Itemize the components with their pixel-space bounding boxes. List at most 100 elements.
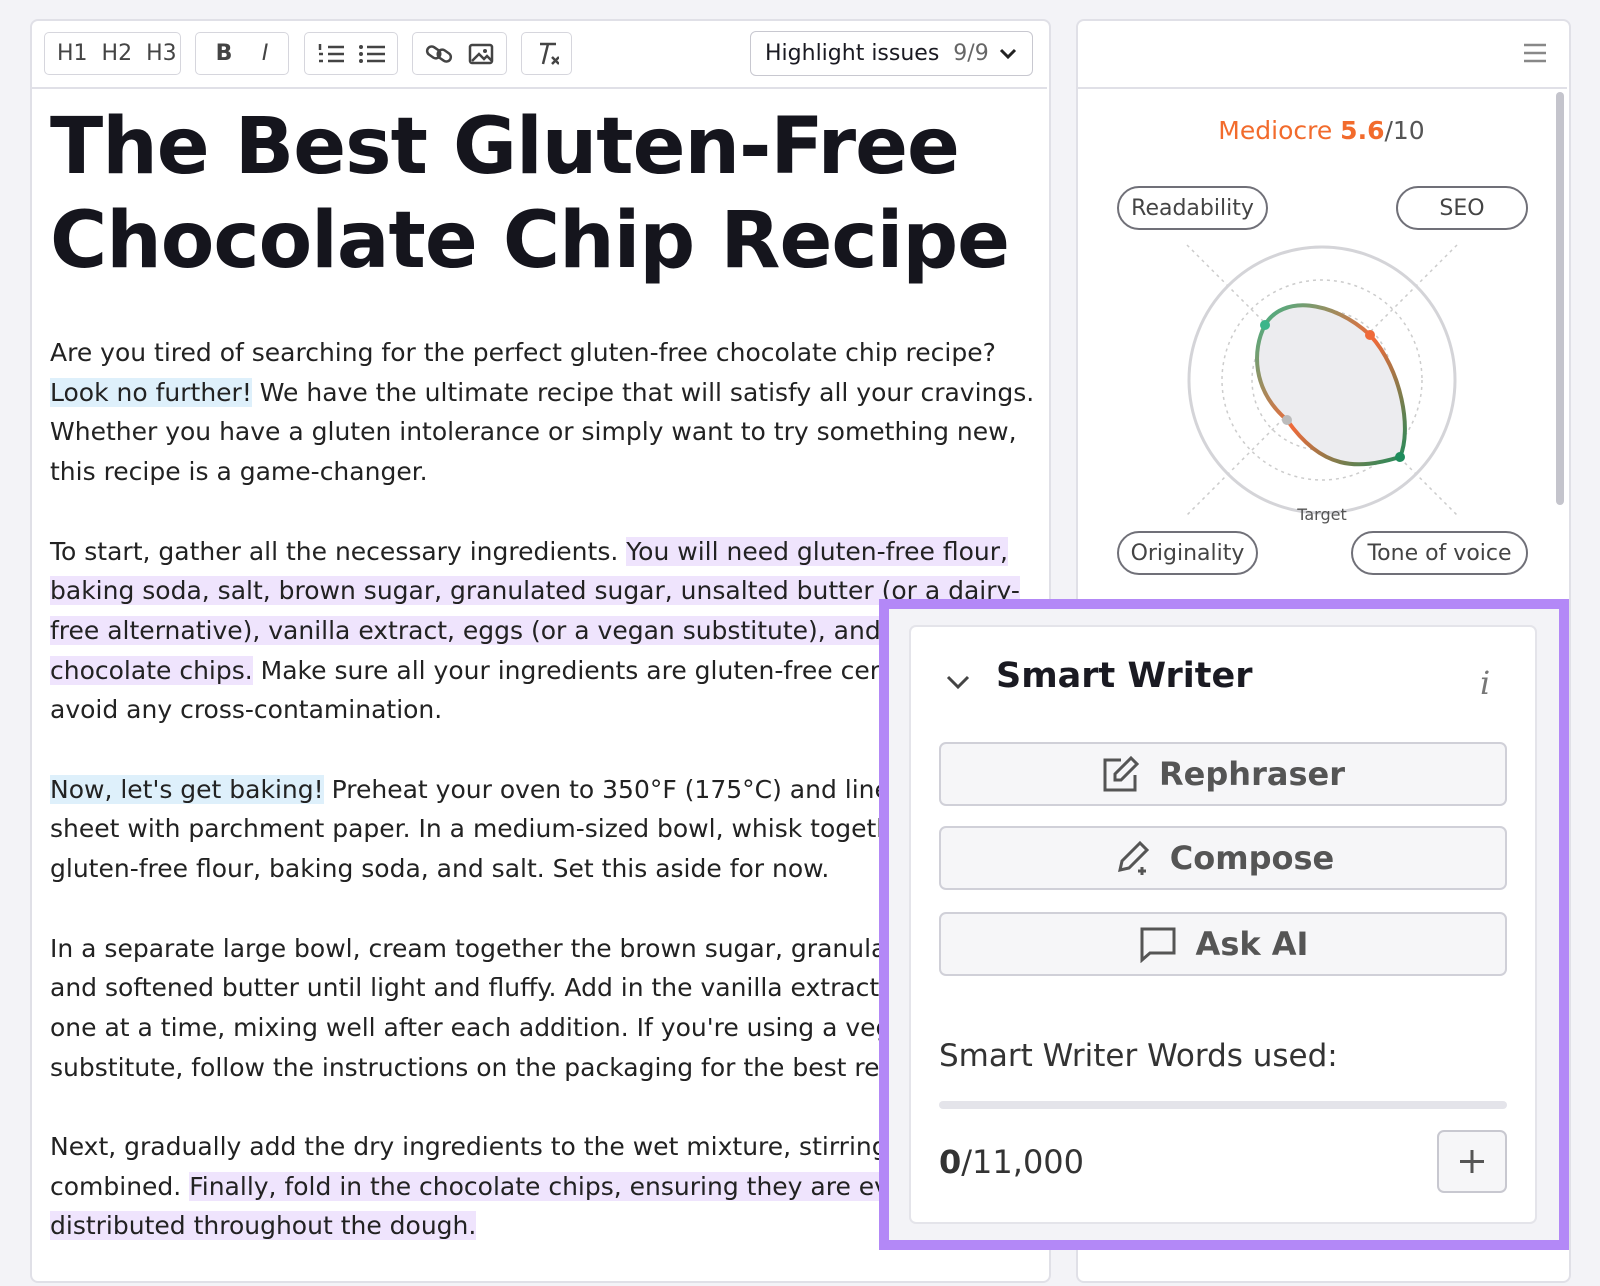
highlight-label: Highlight issues xyxy=(765,41,940,66)
text-span: Preheat your oven to 350°F (175°C) and l… xyxy=(323,774,890,804)
paragraph: Are you tired of searching for the perfe… xyxy=(50,333,1034,492)
text-line: gluten-free flour, baking soda, and salt… xyxy=(50,849,1034,889)
title-line: The Best Gluten-Free xyxy=(50,102,960,192)
text-span: Make sure all your ingredients are glute… xyxy=(252,655,890,685)
text-span: this recipe is a game-changer. xyxy=(50,457,428,487)
document-body: Are you tired of searching for the perfe… xyxy=(50,333,1034,1286)
heading-group[interactable]: H1 H2 H3 xyxy=(44,32,181,75)
score: Mediocre 5.6/10 xyxy=(1076,116,1567,145)
text-span: substitute, follow the instructions on t… xyxy=(50,1052,893,1082)
text-line: In a separate large bowl, cream together… xyxy=(50,929,1034,969)
text-line: distributed throughout the dough. xyxy=(50,1206,1034,1246)
link-icon[interactable] xyxy=(425,42,453,66)
text-line: one at a time, mixing well after each ad… xyxy=(50,1008,1034,1048)
button-label: Rephraser xyxy=(1159,755,1345,793)
text-line: combined. Finally, fold in the chocolate… xyxy=(50,1167,1034,1207)
highlighted-text: baking soda, salt, brown sugar, granulat… xyxy=(50,576,1020,606)
text-line: and softened butter until light and fluf… xyxy=(50,968,1034,1008)
info-icon[interactable]: i xyxy=(1480,664,1491,702)
list-group[interactable] xyxy=(304,32,398,75)
insert-group[interactable] xyxy=(412,32,507,75)
image-icon[interactable] xyxy=(467,42,495,66)
ask-ai-icon xyxy=(1140,927,1176,963)
menu-icon[interactable] xyxy=(1522,42,1548,64)
text-span: combined. xyxy=(50,1171,190,1201)
paragraph: Now, let's get baking! Preheat your oven… xyxy=(50,770,1034,889)
text-span: Are you tired of searching for the perfe… xyxy=(50,338,996,367)
bullet-list-icon[interactable] xyxy=(358,42,385,66)
highlighted-text: distributed throughout the dough. xyxy=(50,1211,477,1241)
words-used: 0 xyxy=(939,1143,962,1181)
text-line: avoid any cross-contamination. xyxy=(50,690,1034,730)
originality-pill[interactable]: Originality xyxy=(1117,531,1258,575)
score-value: 5.6 xyxy=(1340,116,1385,145)
score-max: /10 xyxy=(1384,116,1425,145)
text-line: substitute, follow the instructions on t… xyxy=(50,1048,1034,1088)
highlighted-text: Look no further! xyxy=(50,377,252,407)
document-title: The Best Gluten-Free Chocolate Chip Reci… xyxy=(50,100,1010,288)
paragraph: To start, gather all the necessary ingre… xyxy=(50,532,1034,731)
toolbar-divider xyxy=(32,87,1047,89)
text-line: sheet with parchment paper. In a medium-… xyxy=(50,809,1034,849)
compose-button[interactable]: Compose xyxy=(939,826,1507,890)
highlight-count: 9/9 xyxy=(953,41,989,66)
bold-button[interactable]: B xyxy=(215,41,233,66)
text-span: We have the ultimate recipe that will sa… xyxy=(251,377,1035,407)
h1-button[interactable]: H1 xyxy=(57,41,88,66)
page: H1 H2 H3 B I Highlight issues 9/9 The Be… xyxy=(30,19,1571,1283)
target-label: Target xyxy=(1297,505,1347,524)
h2-button[interactable]: H2 xyxy=(101,41,133,66)
add-words-button[interactable] xyxy=(1437,1130,1507,1193)
clear-format-button[interactable] xyxy=(521,32,572,75)
text-line: Next, gradually add the dry ingredients … xyxy=(50,1127,1034,1167)
format-group[interactable]: B I xyxy=(195,32,289,75)
text-line: Are you tired of searching for the perfe… xyxy=(50,333,1034,373)
highlighted-text: chocolate chips. xyxy=(50,655,253,685)
tone-pill[interactable]: Tone of voice xyxy=(1351,531,1528,575)
button-label: Compose xyxy=(1169,839,1335,877)
words-progress xyxy=(939,1101,1507,1109)
compose-icon xyxy=(1117,840,1149,875)
text-span: and softened butter until light and fluf… xyxy=(50,973,903,1003)
clear-format-icon xyxy=(540,42,559,65)
text-span: sheet with parchment paper. In a medium-… xyxy=(50,814,893,844)
radar-chart xyxy=(1186,244,1458,516)
italic-button[interactable]: I xyxy=(261,41,269,66)
text-span: In a separate large bowl, cream together… xyxy=(50,933,897,963)
text-span: Next, gradually add the dry ingredients … xyxy=(50,1132,888,1161)
seo-pill[interactable]: SEO xyxy=(1396,186,1528,230)
highlight-dropdown[interactable]: Highlight issues 9/9 xyxy=(750,31,1033,76)
plus-icon xyxy=(1460,1150,1484,1173)
text-span: avoid any cross-contamination. xyxy=(50,695,443,725)
text-line: Now, let's get baking! Preheat your oven… xyxy=(50,770,1034,810)
panel-divider xyxy=(1078,87,1567,89)
title-line: Chocolate Chip Recipe xyxy=(50,196,1010,286)
ask-ai-button[interactable]: Ask AI xyxy=(939,912,1507,976)
highlighted-text: Now, let's get baking! xyxy=(50,774,324,804)
text-line: chocolate chips. Make sure all your ingr… xyxy=(50,651,1034,691)
h3-button[interactable]: H3 xyxy=(146,41,177,66)
ordered-list-icon[interactable] xyxy=(317,42,344,66)
dropdown-chevron xyxy=(999,48,1017,59)
rephraser-icon xyxy=(1103,755,1140,792)
highlighted-text: Finally, fold in the chocolate chips, en… xyxy=(189,1171,889,1201)
text-line: free alternative), vanilla extract, eggs… xyxy=(50,611,1034,651)
paragraph: In a separate large bowl, cream together… xyxy=(50,929,1034,1088)
text-line: Whether you have a gluten intolerance or… xyxy=(50,412,1034,452)
text-line: baking soda, salt, brown sugar, granulat… xyxy=(50,571,1034,611)
scrollbar xyxy=(1556,92,1564,505)
highlighted-text: You will need gluten-free flour, xyxy=(626,536,1008,566)
highlighted-text: free alternative), vanilla extract, eggs… xyxy=(50,615,903,645)
button-label: Ask AI xyxy=(1195,925,1309,963)
words-label: Smart Writer Words used: xyxy=(939,1038,1338,1074)
text-span: one at a time, mixing well after each ad… xyxy=(50,1012,907,1042)
text-line: this recipe is a game-changer. xyxy=(50,452,1034,492)
text-span: To start, gather all the necessary ingre… xyxy=(50,536,627,566)
score-rating: Mediocre xyxy=(1218,116,1333,145)
text-span: gluten-free flour, baking soda, and salt… xyxy=(50,854,830,884)
text-line: Look no further! We have the ultimate re… xyxy=(50,373,1034,413)
rephraser-button[interactable]: Rephraser xyxy=(939,742,1507,806)
readability-pill[interactable]: Readability xyxy=(1117,186,1268,230)
collapse-chevron[interactable] xyxy=(945,673,971,691)
words-limit: /11,000 xyxy=(961,1143,1085,1181)
